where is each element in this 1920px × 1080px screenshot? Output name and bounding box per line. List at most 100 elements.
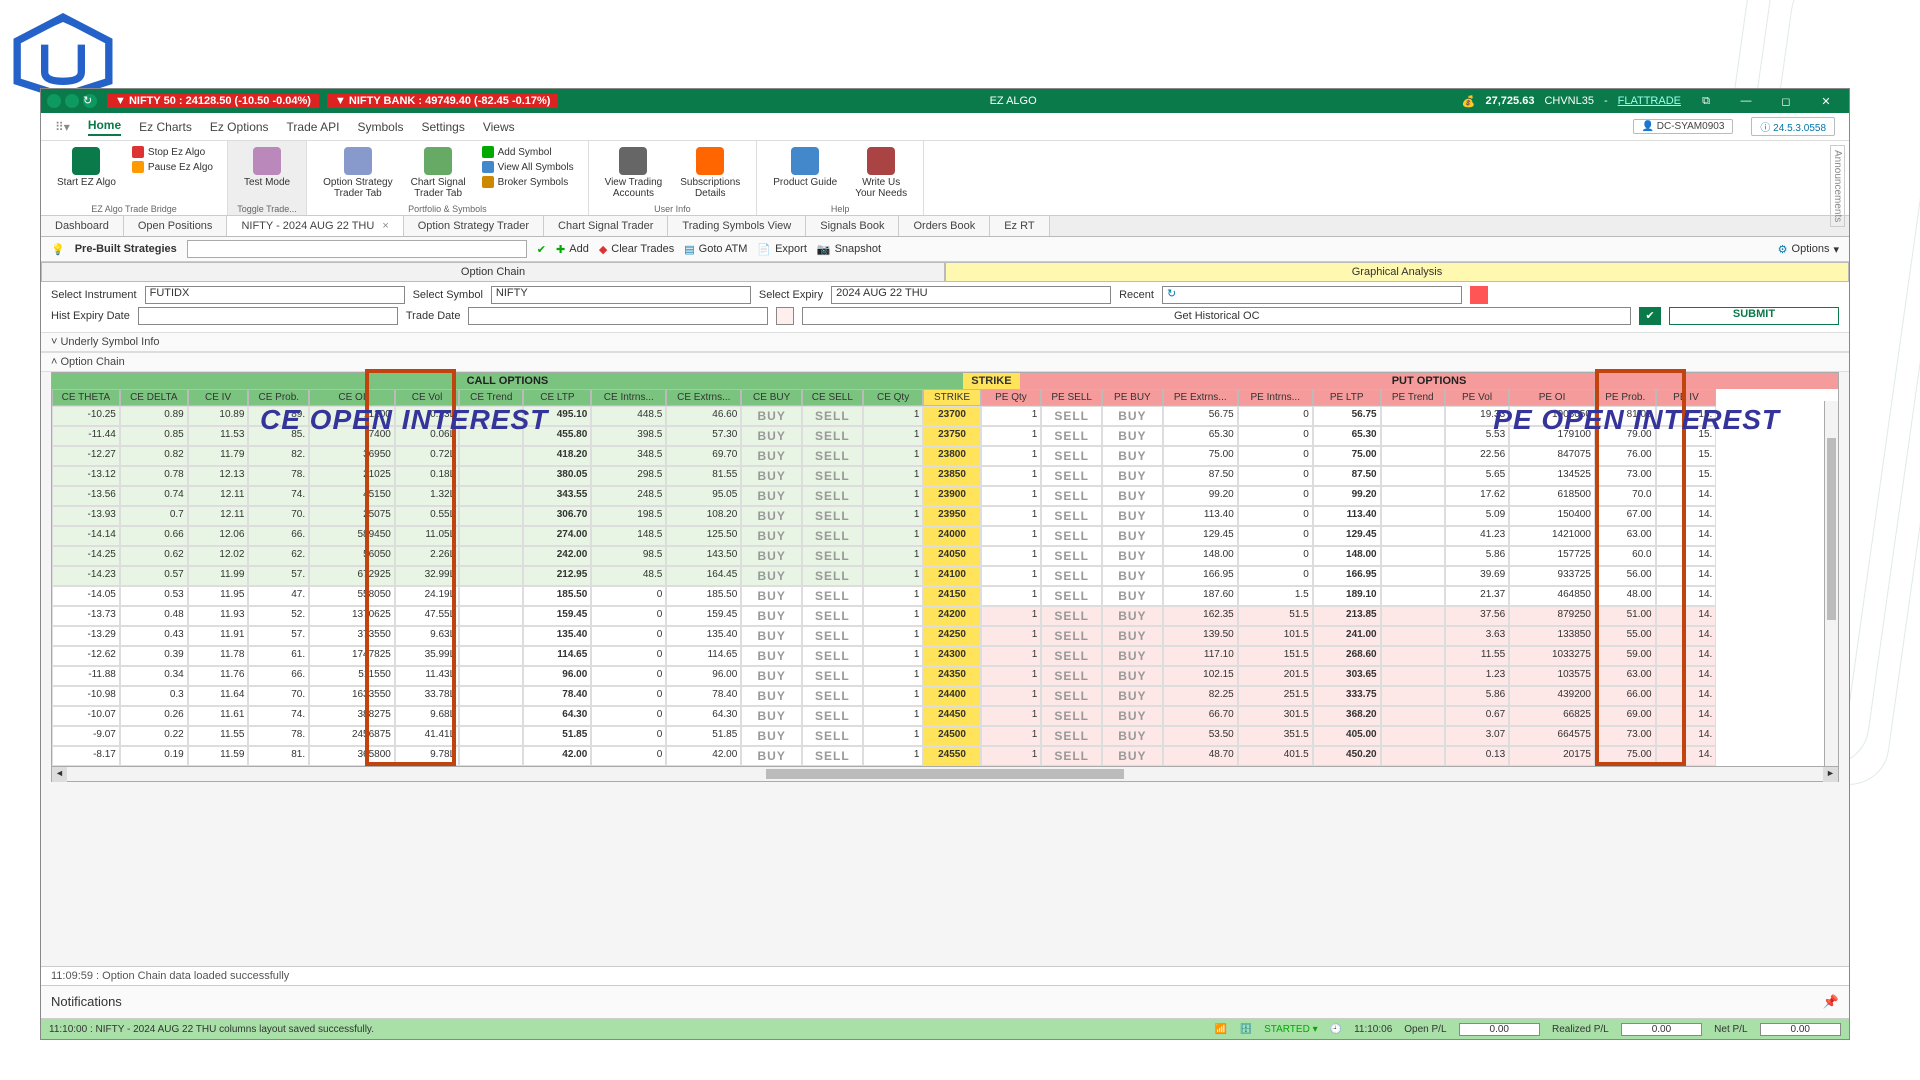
export-button[interactable]: 📄 Export bbox=[757, 243, 807, 256]
ce-buy-button[interactable]: BUY bbox=[741, 486, 802, 506]
view-all-symbols-button[interactable]: View All Symbols bbox=[478, 160, 578, 174]
ce-buy-button[interactable]: BUY bbox=[741, 406, 802, 426]
col-header[interactable]: CE Intrns... bbox=[591, 389, 666, 406]
stop-ezalgo-button[interactable]: Stop Ez Algo bbox=[128, 145, 209, 159]
col-header[interactable]: PE Intrns... bbox=[1238, 389, 1313, 406]
user-badge[interactable]: 👤 DC-SYAM0903 bbox=[1633, 119, 1734, 134]
doctab[interactable]: Trading Symbols View bbox=[668, 216, 806, 236]
ce-buy-button[interactable]: BUY bbox=[741, 466, 802, 486]
pe-buy-button[interactable]: BUY bbox=[1102, 626, 1163, 646]
scroll-right-icon[interactable]: ► bbox=[1823, 767, 1838, 782]
ce-sell-button[interactable]: SELL bbox=[802, 706, 863, 726]
col-header[interactable]: CE THETA bbox=[52, 389, 120, 406]
ce-sell-button[interactable]: SELL bbox=[802, 626, 863, 646]
col-header[interactable]: CE Extrns... bbox=[666, 389, 741, 406]
vertical-scrollbar[interactable] bbox=[1824, 401, 1838, 766]
pe-buy-button[interactable]: BUY bbox=[1102, 446, 1163, 466]
pe-buy-button[interactable]: BUY bbox=[1102, 686, 1163, 706]
product-guide-button[interactable]: Product Guide bbox=[767, 145, 843, 190]
subscriptions-button[interactable]: Subscriptions Details bbox=[674, 145, 746, 201]
pe-sell-button[interactable]: SELL bbox=[1041, 746, 1102, 766]
symbol-select[interactable]: NIFTY bbox=[491, 286, 751, 304]
pe-sell-button[interactable]: SELL bbox=[1041, 726, 1102, 746]
ce-buy-button[interactable]: BUY bbox=[741, 546, 802, 566]
ce-buy-button[interactable]: BUY bbox=[741, 686, 802, 706]
options-dropdown[interactable]: ⚙ Options ▾ bbox=[1778, 243, 1839, 256]
submit-button[interactable]: SUBMIT bbox=[1669, 307, 1839, 325]
ce-buy-button[interactable]: BUY bbox=[741, 506, 802, 526]
ce-sell-button[interactable]: SELL bbox=[802, 446, 863, 466]
pe-buy-button[interactable]: BUY bbox=[1102, 526, 1163, 546]
optionchain-tab[interactable]: Option Chain bbox=[41, 262, 945, 282]
pe-buy-button[interactable]: BUY bbox=[1102, 486, 1163, 506]
ce-sell-button[interactable]: SELL bbox=[802, 466, 863, 486]
confirm-check[interactable]: ✔ bbox=[1639, 307, 1661, 325]
col-header[interactable]: STRIKE bbox=[923, 389, 980, 406]
ce-buy-button[interactable]: BUY bbox=[741, 646, 802, 666]
ce-sell-button[interactable]: SELL bbox=[802, 726, 863, 746]
instrument-select[interactable]: FUTIDX bbox=[145, 286, 405, 304]
ce-buy-button[interactable]: BUY bbox=[741, 426, 802, 446]
calendar-icon[interactable] bbox=[776, 307, 794, 325]
doctab[interactable]: Orders Book bbox=[899, 216, 990, 236]
pe-sell-button[interactable]: SELL bbox=[1041, 706, 1102, 726]
ce-sell-button[interactable]: SELL bbox=[802, 646, 863, 666]
test-mode-button[interactable]: Test Mode bbox=[238, 145, 296, 190]
started-status[interactable]: STARTED ▾ bbox=[1264, 1024, 1318, 1035]
pe-sell-button[interactable]: SELL bbox=[1041, 526, 1102, 546]
underly-accordion[interactable]: ˅ Underly Symbol Info bbox=[41, 332, 1849, 352]
col-header[interactable]: PE Trend bbox=[1381, 389, 1445, 406]
tab-ezcharts[interactable]: Ez Charts bbox=[139, 120, 192, 134]
get-historical-button[interactable]: Get Historical OC bbox=[802, 307, 1631, 325]
ce-sell-button[interactable]: SELL bbox=[802, 406, 863, 426]
pe-sell-button[interactable]: SELL bbox=[1041, 406, 1102, 426]
copy-icon[interactable]: ⧉ bbox=[1691, 95, 1721, 108]
maximize-button[interactable]: ◻ bbox=[1771, 95, 1801, 108]
broker-symbols-button[interactable]: Broker Symbols bbox=[478, 175, 573, 189]
nav-back-icon[interactable] bbox=[47, 94, 61, 108]
pe-sell-button[interactable]: SELL bbox=[1041, 646, 1102, 666]
col-header[interactable]: PE Extrns... bbox=[1163, 389, 1238, 406]
ce-sell-button[interactable]: SELL bbox=[802, 746, 863, 766]
doctab[interactable]: Dashboard bbox=[41, 216, 124, 236]
pe-sell-button[interactable]: SELL bbox=[1041, 506, 1102, 526]
pin-icon[interactable]: 📌 bbox=[1823, 994, 1839, 1010]
goto-atm-button[interactable]: ▤ Goto ATM bbox=[684, 243, 747, 256]
pe-sell-button[interactable]: SELL bbox=[1041, 566, 1102, 586]
pe-buy-button[interactable]: BUY bbox=[1102, 586, 1163, 606]
pause-ezalgo-button[interactable]: Pause Ez Algo bbox=[128, 160, 217, 174]
col-header[interactable]: CE BUY bbox=[741, 389, 802, 406]
clear-trades-button[interactable]: ◆ Clear Trades bbox=[599, 243, 674, 256]
doctab[interactable]: NIFTY - 2024 AUG 22 THU× bbox=[227, 216, 403, 236]
announcements-tab[interactable]: Announcements bbox=[1830, 145, 1845, 227]
close-button[interactable]: ✕ bbox=[1811, 95, 1841, 108]
ce-sell-button[interactable]: SELL bbox=[802, 486, 863, 506]
pe-buy-button[interactable]: BUY bbox=[1102, 566, 1163, 586]
add-symbol-button[interactable]: Add Symbol bbox=[478, 145, 556, 159]
pe-sell-button[interactable]: SELL bbox=[1041, 626, 1102, 646]
tab-home[interactable]: Home bbox=[88, 118, 121, 136]
ce-sell-button[interactable]: SELL bbox=[802, 526, 863, 546]
tab-ezoptions[interactable]: Ez Options bbox=[210, 120, 269, 134]
pe-sell-button[interactable]: SELL bbox=[1041, 546, 1102, 566]
doctab[interactable]: Chart Signal Trader bbox=[544, 216, 668, 236]
tab-views[interactable]: Views bbox=[483, 120, 515, 134]
col-header[interactable]: PE LTP bbox=[1313, 389, 1381, 406]
add-button[interactable]: ✚ Add bbox=[556, 243, 589, 256]
pe-sell-button[interactable]: SELL bbox=[1041, 606, 1102, 626]
pe-sell-button[interactable]: SELL bbox=[1041, 426, 1102, 446]
tab-symbols[interactable]: Symbols bbox=[357, 120, 403, 134]
recent-select[interactable]: ↻ bbox=[1162, 286, 1462, 304]
pe-buy-button[interactable]: BUY bbox=[1102, 546, 1163, 566]
pe-sell-button[interactable]: SELL bbox=[1041, 586, 1102, 606]
ce-sell-button[interactable]: SELL bbox=[802, 546, 863, 566]
minimize-button[interactable]: — bbox=[1731, 95, 1761, 107]
edit-icon[interactable] bbox=[1470, 286, 1488, 304]
notifications-panel[interactable]: Notifications📌 bbox=[41, 985, 1849, 1019]
option-strategy-button[interactable]: Option Strategy Trader Tab bbox=[317, 145, 398, 201]
tab-settings[interactable]: Settings bbox=[421, 120, 464, 134]
horizontal-scrollbar[interactable]: ◄ ► bbox=[52, 766, 1838, 781]
ce-buy-button[interactable]: BUY bbox=[741, 626, 802, 646]
pe-sell-button[interactable]: SELL bbox=[1041, 446, 1102, 466]
hist-expiry-input[interactable] bbox=[138, 307, 398, 325]
